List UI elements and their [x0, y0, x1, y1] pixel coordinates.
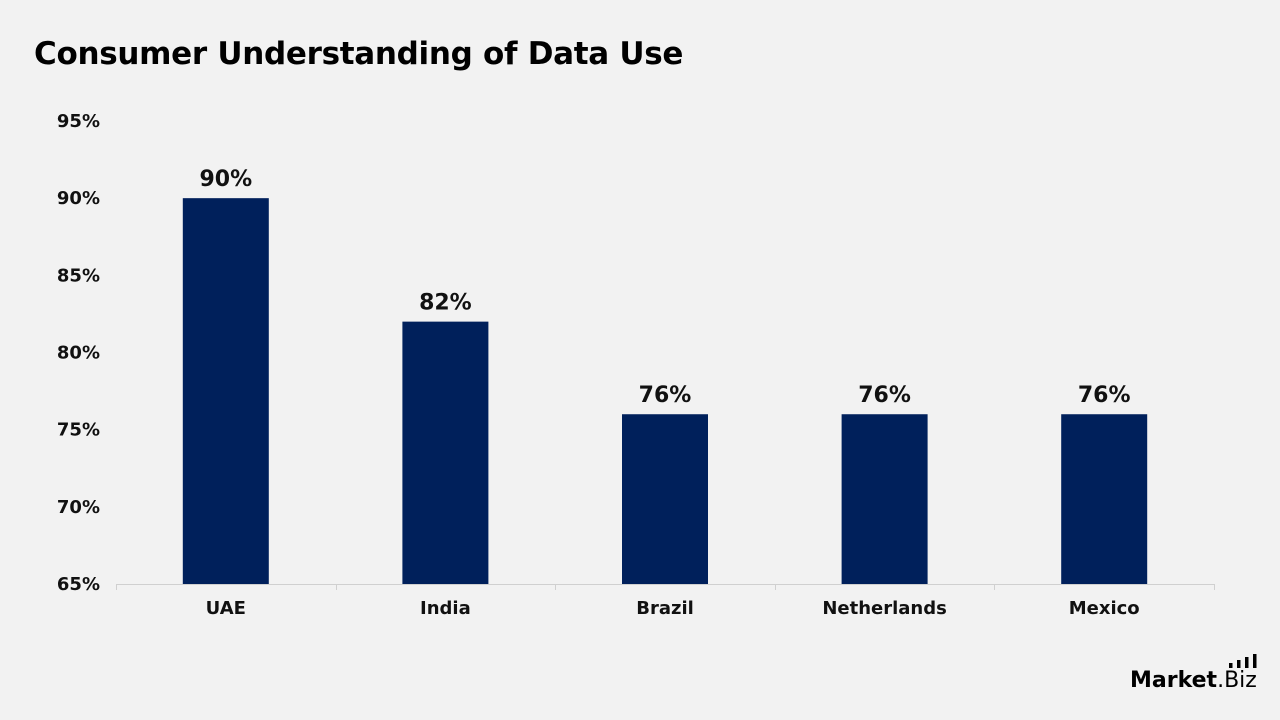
y-tick-label: 75%: [57, 420, 100, 441]
bar-brazil: [622, 414, 708, 584]
data-label: 76%: [1078, 383, 1131, 408]
logo-text-light: .Biz: [1217, 668, 1257, 693]
data-label: 90%: [199, 167, 252, 192]
logo-text-bold: Market: [1130, 668, 1218, 693]
x-tick-label: India: [420, 598, 471, 619]
y-tick-label: 70%: [57, 497, 100, 518]
x-axis-labels: UAE India Brazil Netherlands Mexico: [206, 598, 1140, 619]
bar-uae: [182, 198, 269, 584]
x-tick-label: Brazil: [636, 598, 694, 619]
data-label: 82%: [419, 291, 472, 316]
y-tick-label: 80%: [57, 343, 100, 364]
bar-india: [402, 321, 489, 584]
bar-netherlands: [841, 414, 928, 584]
data-labels-group: 90% 82% 76% 76% 76%: [199, 167, 1130, 408]
chart-title: Consumer Understanding of Data Use: [34, 36, 684, 72]
y-tick-label: 85%: [57, 265, 100, 286]
bar-mexico: [1061, 414, 1148, 584]
brand-logo: Market .Biz: [1130, 654, 1257, 693]
y-tick-label: 65%: [57, 574, 100, 595]
bars-group: [182, 198, 1148, 584]
x-tick-label: Mexico: [1069, 598, 1140, 619]
x-tick-label: Netherlands: [822, 598, 947, 619]
data-label: 76%: [639, 383, 692, 408]
x-axis: [116, 584, 1215, 590]
y-tick-label: 90%: [57, 188, 100, 209]
bar-chart-icon: [1228, 654, 1257, 668]
y-axis: 65% 70% 75% 80% 85% 90% 95%: [57, 111, 100, 595]
x-tick-label: UAE: [206, 598, 246, 619]
data-label: 76%: [858, 383, 911, 408]
y-tick-label: 95%: [57, 111, 100, 132]
